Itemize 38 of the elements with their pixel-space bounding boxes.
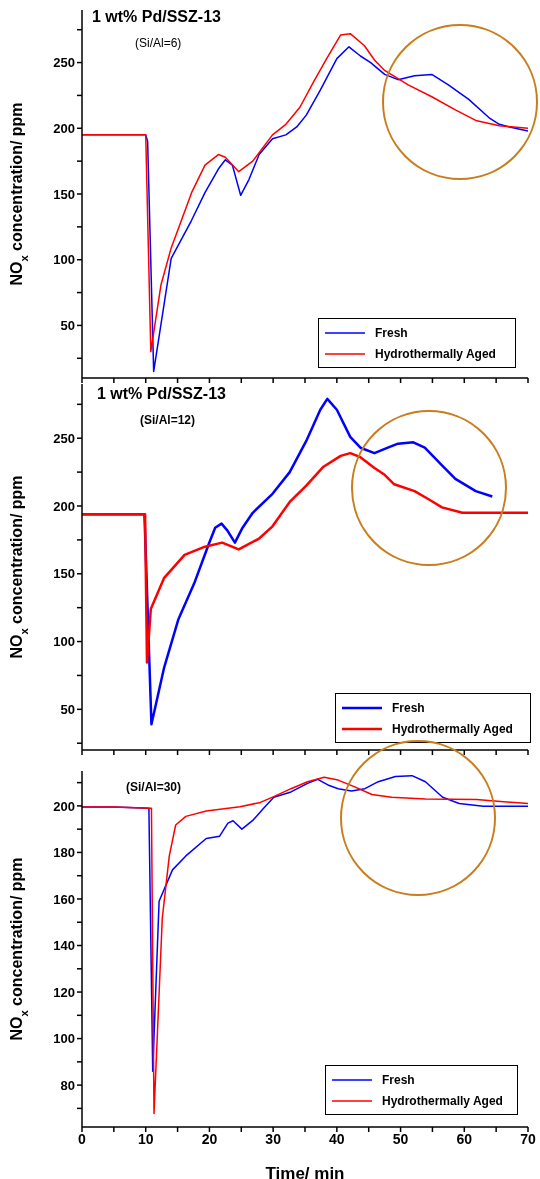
y-tick-label: 160 — [53, 891, 75, 907]
x-tick-label: 70 — [520, 1130, 536, 1147]
y-tick-label: 200 — [53, 798, 75, 814]
y-tick-label: 150 — [53, 566, 75, 582]
x-tick-label: 50 — [392, 1130, 409, 1147]
legend-label: Hydrothermally Aged — [382, 1093, 503, 1108]
y-tick-label: 150 — [53, 186, 75, 202]
y-tick-label: 140 — [53, 938, 75, 954]
x-tick-label: 60 — [456, 1130, 473, 1147]
y-tick-label: 80 — [60, 1077, 75, 1093]
text: (Si/Al=30) — [126, 780, 182, 794]
text: (Si/Al=6) — [135, 36, 182, 50]
x-axis-title: Time/ min — [265, 1164, 345, 1179]
line-series — [82, 451, 528, 664]
y-tick-label: 100 — [53, 634, 75, 650]
y-tick-label: 50 — [60, 318, 75, 334]
x-tick-label: 30 — [265, 1130, 282, 1147]
y-tick-label: 200 — [53, 120, 75, 136]
legend-label: Fresh — [382, 1072, 415, 1087]
legend-label: Hydrothermally Aged — [375, 346, 496, 361]
y-tick-label: 120 — [53, 984, 75, 1000]
x-tick-label: 0 — [78, 1130, 87, 1147]
legend-label: Fresh — [375, 325, 408, 340]
y-tick-label: 100 — [53, 1031, 75, 1047]
legend-label: Hydrothermally Aged — [392, 721, 513, 736]
y-tick-label: 200 — [53, 498, 75, 514]
y-tick-label: 100 — [53, 252, 75, 268]
x-tick-label: 10 — [137, 1130, 154, 1147]
y-tick-label: 180 — [53, 845, 75, 861]
x-tick-label: 20 — [201, 1130, 218, 1147]
y-tick-label: 250 — [53, 430, 75, 446]
x-tick-label: 40 — [329, 1130, 345, 1147]
y-tick-label: 250 — [53, 55, 75, 71]
chart-title: 1 wt% Pd/SSZ-13 — [92, 8, 221, 26]
legend-label: Fresh — [392, 700, 425, 715]
chart-title: 1 wt% Pd/SSZ-13 — [97, 385, 226, 403]
text: (Si/Al=12) — [140, 413, 196, 427]
y-tick-label: 50 — [60, 701, 75, 717]
